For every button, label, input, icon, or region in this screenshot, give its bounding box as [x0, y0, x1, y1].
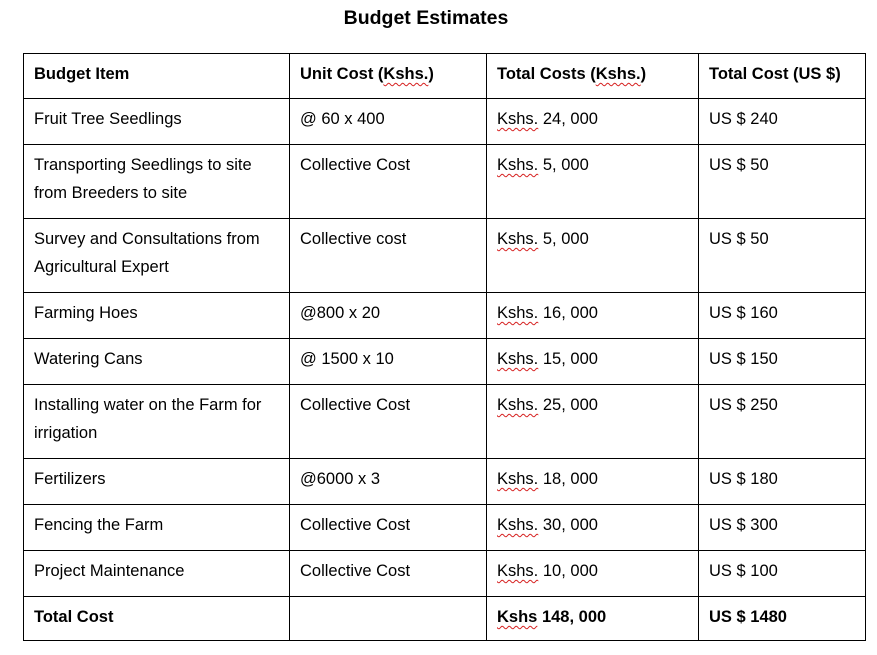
spellcheck-underline: Kshs: [497, 608, 538, 626]
table-header-row: Budget Item Unit Cost (Kshs.) Total Cost…: [23, 53, 866, 99]
cell-unit-cost: Collective Cost: [289, 144, 487, 219]
cell-budget-item: Fencing the Farm: [23, 504, 290, 551]
cell-budget-item: Transporting Seedlings to site from Bree…: [23, 144, 290, 219]
cell-total-kshs: Kshs. 24, 000: [486, 98, 699, 145]
cell-unit-cost: @800 x 20: [289, 292, 487, 339]
spellcheck-underline: Kshs.: [595, 65, 641, 83]
table-row: Installing water on the Farm for irrigat…: [23, 384, 866, 459]
cell-unit-cost: Collective Cost: [289, 504, 487, 551]
table-row: Project Maintenance Collective Cost Kshs…: [23, 550, 866, 597]
cell-total-usd: US $ 100: [698, 550, 866, 597]
spellcheck-underline: Kshs.: [497, 304, 539, 322]
spellcheck-underline: Kshs.: [383, 65, 429, 83]
cell-total-kshs: Kshs. 5, 000: [486, 144, 699, 219]
cell-budget-item: Fruit Tree Seedlings: [23, 98, 290, 145]
cell-total-kshs: Kshs. 10, 000: [486, 550, 699, 597]
spellcheck-underline: Kshs.: [497, 110, 539, 128]
cell-budget-item: Watering Cans: [23, 338, 290, 385]
cell-total-kshs: Kshs. 30, 000: [486, 504, 699, 551]
table-row: Farming Hoes @800 x 20 Kshs. 16, 000 US …: [23, 292, 866, 339]
spellcheck-underline: Kshs.: [497, 156, 539, 174]
spellcheck-underline: Kshs.: [497, 230, 539, 248]
total-usd: US $ 1480: [698, 596, 866, 641]
total-row: Total Cost Kshs 148, 000 US $ 1480: [23, 596, 866, 641]
cell-total-kshs: Kshs. 18, 000: [486, 458, 699, 505]
table-row: Transporting Seedlings to site from Bree…: [23, 144, 866, 219]
total-kshs: Kshs 148, 000: [486, 596, 699, 641]
cell-total-usd: US $ 160: [698, 292, 866, 339]
cell-budget-item: Fertilizers: [23, 458, 290, 505]
cell-unit-cost: @ 60 x 400: [289, 98, 487, 145]
spellcheck-underline: Kshs.: [497, 516, 539, 534]
cell-total-usd: US $ 50: [698, 218, 866, 293]
cell-budget-item: Farming Hoes: [23, 292, 290, 339]
cell-budget-item: Installing water on the Farm for irrigat…: [23, 384, 290, 459]
cell-total-kshs: Kshs. 16, 000: [486, 292, 699, 339]
cell-total-usd: US $ 180: [698, 458, 866, 505]
total-unit-cost: [289, 596, 487, 641]
spellcheck-underline: Kshs.: [497, 350, 539, 368]
cell-total-kshs: Kshs. 5, 000: [486, 218, 699, 293]
cell-unit-cost: Collective Cost: [289, 550, 487, 597]
table-row: Fencing the Farm Collective Cost Kshs. 3…: [23, 504, 866, 551]
cell-total-usd: US $ 150: [698, 338, 866, 385]
cell-total-usd: US $ 300: [698, 504, 866, 551]
cell-total-kshs: Kshs. 15, 000: [486, 338, 699, 385]
cell-total-usd: US $ 250: [698, 384, 866, 459]
cell-unit-cost: Collective cost: [289, 218, 487, 293]
cell-unit-cost: Collective Cost: [289, 384, 487, 459]
table-row: Survey and Consultations from Agricultur…: [23, 218, 866, 293]
spellcheck-underline: Kshs.: [497, 396, 539, 414]
cell-total-usd: US $ 50: [698, 144, 866, 219]
cell-budget-item: Project Maintenance: [23, 550, 290, 597]
cell-budget-item: Survey and Consultations from Agricultur…: [23, 218, 290, 293]
header-unit-cost: Unit Cost (Kshs.): [289, 53, 487, 99]
spellcheck-underline: Kshs.: [497, 562, 539, 580]
header-total-kshs: Total Costs (Kshs.): [486, 53, 699, 99]
total-label: Total Cost: [23, 596, 290, 641]
table-row: Fruit Tree Seedlings @ 60 x 400 Kshs. 24…: [23, 98, 866, 145]
cell-total-usd: US $ 240: [698, 98, 866, 145]
table-row: Fertilizers @6000 x 3 Kshs. 18, 000 US $…: [23, 458, 866, 505]
budget-table: Budget Item Unit Cost (Kshs.) Total Cost…: [23, 53, 866, 641]
header-budget-item: Budget Item: [23, 53, 290, 99]
page-title: Budget Estimates: [343, 7, 509, 29]
cell-total-kshs: Kshs. 25, 000: [486, 384, 699, 459]
cell-unit-cost: @ 1500 x 10: [289, 338, 487, 385]
table-row: Watering Cans @ 1500 x 10 Kshs. 15, 000 …: [23, 338, 866, 385]
header-total-usd: Total Cost (US $): [698, 53, 866, 99]
spellcheck-underline: Kshs.: [497, 470, 539, 488]
cell-unit-cost: @6000 x 3: [289, 458, 487, 505]
